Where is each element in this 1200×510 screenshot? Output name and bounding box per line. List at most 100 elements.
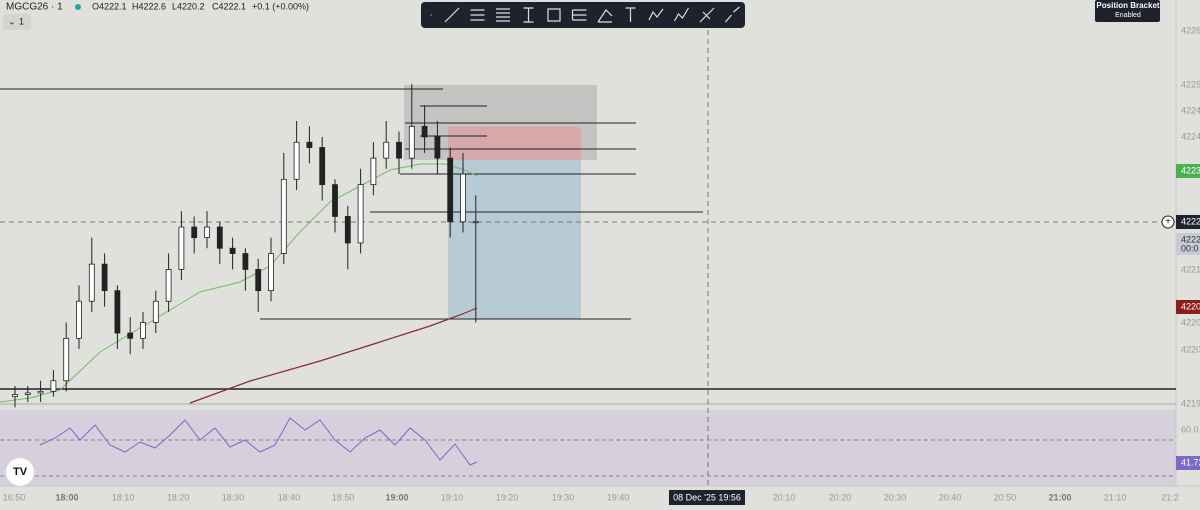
position-bracket-status[interactable]: Enabled [1115,12,1141,19]
rsi-level: 60.0 [1181,424,1199,434]
toolbar-icon[interactable] [547,8,561,22]
ohlc-low: L4220.2 [172,1,205,11]
collapse-count[interactable]: 1 [19,16,24,26]
time-label: 19:20 [496,492,519,502]
ma-green-tag [1176,164,1200,178]
rsi-value-tag [1176,456,1200,470]
candle-body [370,157,377,186]
price-label: 4221 [1181,264,1200,274]
collapse-label[interactable]: ⌄ [8,16,16,26]
time-label: 19:10 [441,492,464,502]
crosshair-add-icon[interactable]: + [1165,217,1171,228]
candle-body [396,141,402,159]
rsi-value: 41.72 [1181,457,1200,467]
candle-body [37,390,44,394]
crosshair-add-button[interactable] [1161,215,1175,229]
toolbar-icon[interactable] [496,8,510,22]
ma-green-price: 4223 [1181,165,1200,175]
toolbar-grip [430,14,432,16]
candle-body [229,247,236,254]
toolbar-icon[interactable] [725,6,740,23]
toolbar-icon[interactable] [673,7,690,22]
candles [12,83,479,408]
countdown-tag [1176,233,1200,255]
toolbar-icon[interactable] [699,7,715,23]
crosshair-time: 08 Dec '25 19:56 [673,492,741,502]
candle-body [152,300,159,323]
position-bracket[interactable] [1095,0,1160,22]
ohlc-change: +0.1 (+0.00%) [252,1,309,11]
target-zone [448,160,581,319]
candle-body [268,253,274,292]
candle-body [140,322,146,339]
toolbar-icon[interactable] [648,8,664,21]
time-label: 20:50 [994,492,1017,502]
candle-body [447,157,454,223]
candle-body [344,216,351,244]
position-bracket-title[interactable]: Position Bracket [1096,1,1159,10]
time-label: 18:20 [167,492,190,502]
price-label: 4219 [1181,398,1200,408]
price-label: 4225 [1181,79,1200,89]
price-label: 4226 [1181,25,1200,35]
price-label: 4220 [1181,317,1200,327]
candle-body [76,300,82,339]
candle-body [460,173,466,223]
candle-body [319,147,326,186]
ohlc-open: O4222.1 [92,1,127,11]
candle-body [242,253,249,270]
symbol: MGCG26 · 1 [6,2,63,13]
time-label: 21:00 [1048,492,1071,502]
logo[interactable] [6,458,34,486]
time-label: 20:40 [939,492,962,502]
toolbar-icon[interactable] [470,9,485,21]
rsi-pane [0,410,1176,486]
time-label: 18:00 [55,492,78,502]
collapse-button[interactable] [3,14,31,30]
candle-body [306,141,313,148]
time-label: 19:30 [552,492,575,502]
candle-body [127,332,134,339]
candle-body [357,184,364,244]
candle-body [434,136,441,159]
time-label: 19:00 [385,492,408,502]
time-label: 18:10 [112,492,135,502]
toolbar-icon[interactable] [597,9,613,23]
candle-body [472,221,479,224]
toolbar-icon[interactable] [444,7,460,23]
toolbar-icon[interactable] [523,7,534,23]
time-label: 20:30 [884,492,907,502]
time-label: 18:30 [222,492,245,502]
candle-body [408,125,415,159]
candle-body [216,226,223,249]
time-label: 21:2 [1161,492,1179,502]
candle-body [421,125,428,138]
countdown-price: 4222 [1181,234,1200,244]
toolbar-icon[interactable] [625,7,636,22]
time-label: 20:20 [829,492,852,502]
price-label: 4224 [1181,105,1200,115]
time-label: 18:50 [332,492,355,502]
candle-body [165,269,172,302]
candle-body [12,394,18,398]
logo-mark[interactable]: TV [13,466,28,478]
time-label: 18:40 [278,492,301,502]
rsi-line [39,417,478,466]
candle-body [191,226,198,239]
toolbar-icons [430,6,740,23]
candle-body [293,141,300,180]
candle-body [50,380,57,392]
countdown-time: 00:0 [1181,243,1199,253]
status-dot [75,4,81,10]
time-label: 19:40 [607,492,630,502]
price-label: 4220 [1181,344,1200,354]
drawn-lines [0,88,1176,390]
candle-body [255,269,262,292]
toolbar-icon[interactable] [571,9,587,21]
candle-body [383,141,390,159]
price-label: 4224 [1181,131,1200,141]
crosshair-time-tag [669,490,745,505]
candle-body [114,290,121,334]
